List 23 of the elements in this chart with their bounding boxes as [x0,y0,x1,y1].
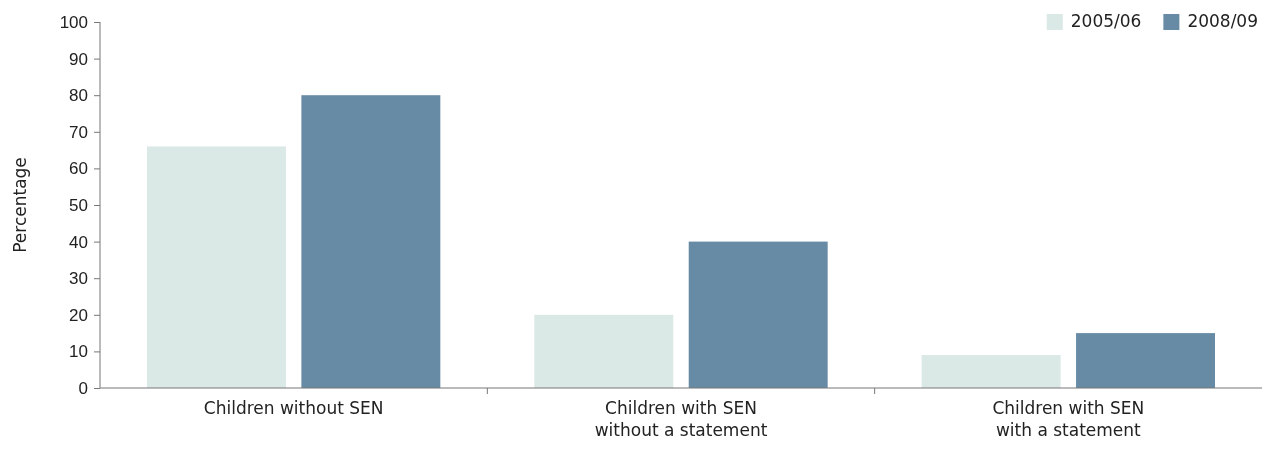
bar [688,241,828,388]
bar [921,355,1061,388]
x-tick-label: Children with SEN without a statement [594,398,768,440]
y-tick-label: 90 [69,49,88,69]
bar [301,95,441,388]
legend-label: 2008/09 [1187,11,1258,31]
x-tick-label: Children without SEN [203,398,384,418]
bar [1076,333,1215,388]
y-tick-label: 70 [69,122,88,142]
y-tick-label: 80 [69,86,88,106]
x-tick-label: Children with SEN with a statement [992,398,1145,440]
y-tick-label: 50 [69,195,88,215]
legend-label: 2005/06 [1070,11,1142,31]
bar [147,146,286,388]
y-tick-label: 60 [69,159,88,179]
y-tick-label: 40 [69,232,88,252]
bar [534,314,674,388]
y-tick-label: 30 [69,269,88,289]
y-tick-label: 0 [78,378,88,398]
y-tick-label: 100 [59,12,88,32]
y-tick-label: 20 [69,305,88,325]
y-tick-label: 10 [69,342,88,362]
y-axis-title: Percentage [10,157,30,253]
